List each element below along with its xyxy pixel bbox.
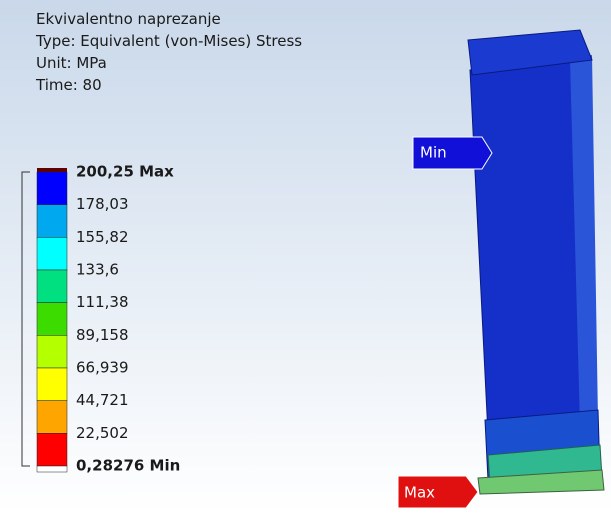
color-band bbox=[37, 172, 67, 205]
legend-label: 133,6 bbox=[76, 261, 119, 279]
legend-label: 89,158 bbox=[76, 326, 129, 344]
color-band bbox=[37, 401, 67, 434]
legend-label: 0,28276 Min bbox=[76, 457, 180, 475]
color-band bbox=[37, 270, 67, 303]
header-line: Unit: MPa bbox=[36, 54, 107, 72]
color-band bbox=[37, 433, 67, 466]
legend-label: 155,82 bbox=[76, 228, 129, 246]
min-probe: Min bbox=[413, 137, 492, 169]
legend-label: 178,03 bbox=[76, 195, 129, 213]
legend-label: 44,721 bbox=[76, 391, 129, 409]
color-band bbox=[37, 335, 67, 368]
legend-label: 22,502 bbox=[76, 424, 129, 442]
color-band bbox=[37, 237, 67, 270]
header-line: Type: Equivalent (von-Mises) Stress bbox=[35, 32, 302, 50]
legend-label: 200,25 Max bbox=[76, 163, 174, 181]
legend-label: 111,38 bbox=[76, 293, 129, 311]
header-line: Ekvivalentno naprezanje bbox=[36, 10, 221, 28]
viewport: Ekvivalentno naprezanje Type: Equivalent … bbox=[0, 0, 611, 514]
model bbox=[468, 30, 604, 494]
max-probe: Max bbox=[398, 476, 478, 508]
color-band bbox=[37, 368, 67, 401]
color-band bbox=[37, 303, 67, 336]
max-label: Max bbox=[404, 484, 435, 502]
header-line: Time: 80 bbox=[35, 76, 102, 94]
min-label: Min bbox=[420, 144, 447, 162]
cap bbox=[37, 168, 67, 172]
floor bbox=[37, 466, 67, 472]
legend-label: 66,939 bbox=[76, 359, 129, 377]
color-band bbox=[37, 205, 67, 238]
